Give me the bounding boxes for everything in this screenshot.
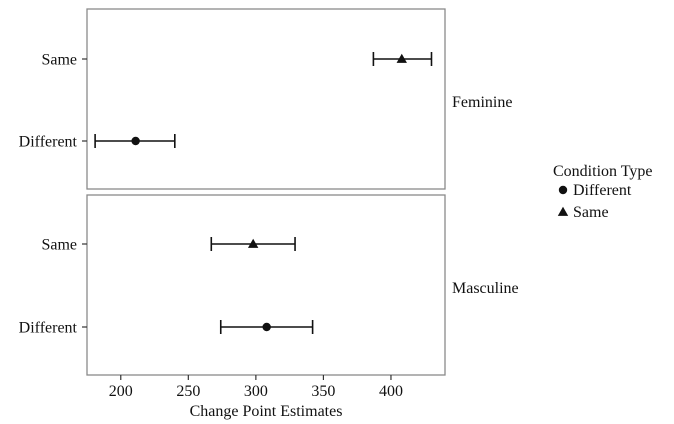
legend-item-different: Different xyxy=(558,182,632,199)
x-tick-label: 300 xyxy=(244,383,268,400)
legend-items: Different Same xyxy=(557,182,632,221)
facet-label: Feminine xyxy=(452,94,512,111)
panel-feminine: Same Different Feminine xyxy=(19,8,512,190)
panels-group: Same Different Feminine Same Different Mascul… xyxy=(19,8,519,376)
y-tick-label: Same xyxy=(41,237,77,254)
x-tick-label: 350 xyxy=(311,383,335,400)
y-tick-label: Different xyxy=(19,320,78,337)
y-tick-label: Different xyxy=(19,134,78,151)
x-tick-label: 250 xyxy=(176,383,200,400)
point-circle xyxy=(262,322,271,332)
y-tick-label: Same xyxy=(41,52,77,69)
error-bar-same xyxy=(372,52,433,66)
error-bar-different xyxy=(219,320,314,334)
x-axis-title: Change Point Estimates xyxy=(190,403,343,420)
point-circle xyxy=(131,136,140,146)
x-tick-label: 200 xyxy=(109,383,133,400)
facet-label: Masculine xyxy=(452,280,519,297)
x-axis: 200 250 300 350 400 xyxy=(109,375,403,400)
legend: Condition Type Different Same xyxy=(553,163,652,221)
legend-key-triangle xyxy=(557,206,569,216)
legend-label: Same xyxy=(573,204,609,221)
point-triangle xyxy=(247,238,259,248)
point-triangle xyxy=(396,53,407,63)
legend-key-circle xyxy=(558,185,568,195)
error-bar-different xyxy=(94,134,176,148)
error-bar-same xyxy=(210,237,296,251)
panel-frame xyxy=(86,194,446,376)
legend-item-same: Same xyxy=(557,204,609,221)
panel-frame xyxy=(86,8,446,190)
panel-masculine: Same Different Masculine xyxy=(19,194,519,376)
legend-label: Different xyxy=(573,182,632,199)
legend-title: Condition Type xyxy=(553,163,652,180)
x-tick-label: 400 xyxy=(379,383,403,400)
